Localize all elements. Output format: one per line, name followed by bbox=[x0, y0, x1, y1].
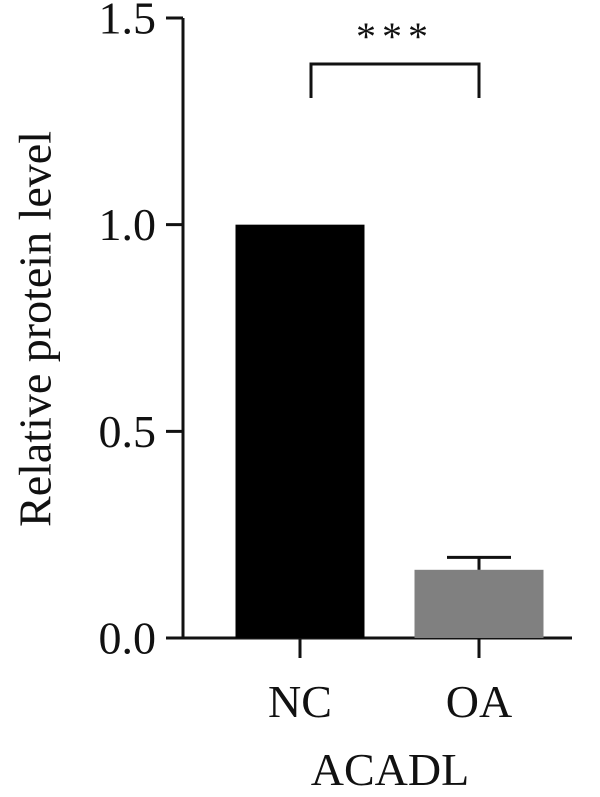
x-tick-label: NC bbox=[268, 676, 332, 727]
bars bbox=[235, 224, 544, 638]
axes: 0.0 0.5 1.0 1.5 NC OA bbox=[99, 0, 572, 727]
significance-label: *** bbox=[356, 14, 434, 59]
y-tick-label: 0.0 bbox=[99, 613, 157, 664]
bar bbox=[414, 569, 544, 638]
y-axis-title: Relative protein level bbox=[10, 131, 61, 527]
significance-annotation: *** bbox=[309, 14, 481, 98]
x-axis-title: ACADL bbox=[311, 744, 469, 795]
y-tick-label: 1.5 bbox=[99, 0, 157, 44]
significance-bracket bbox=[309, 62, 481, 98]
bar bbox=[235, 224, 365, 638]
x-tick-label: OA bbox=[446, 676, 512, 727]
y-tick-label: 0.5 bbox=[99, 406, 157, 457]
y-tick-label: 1.0 bbox=[99, 199, 157, 250]
